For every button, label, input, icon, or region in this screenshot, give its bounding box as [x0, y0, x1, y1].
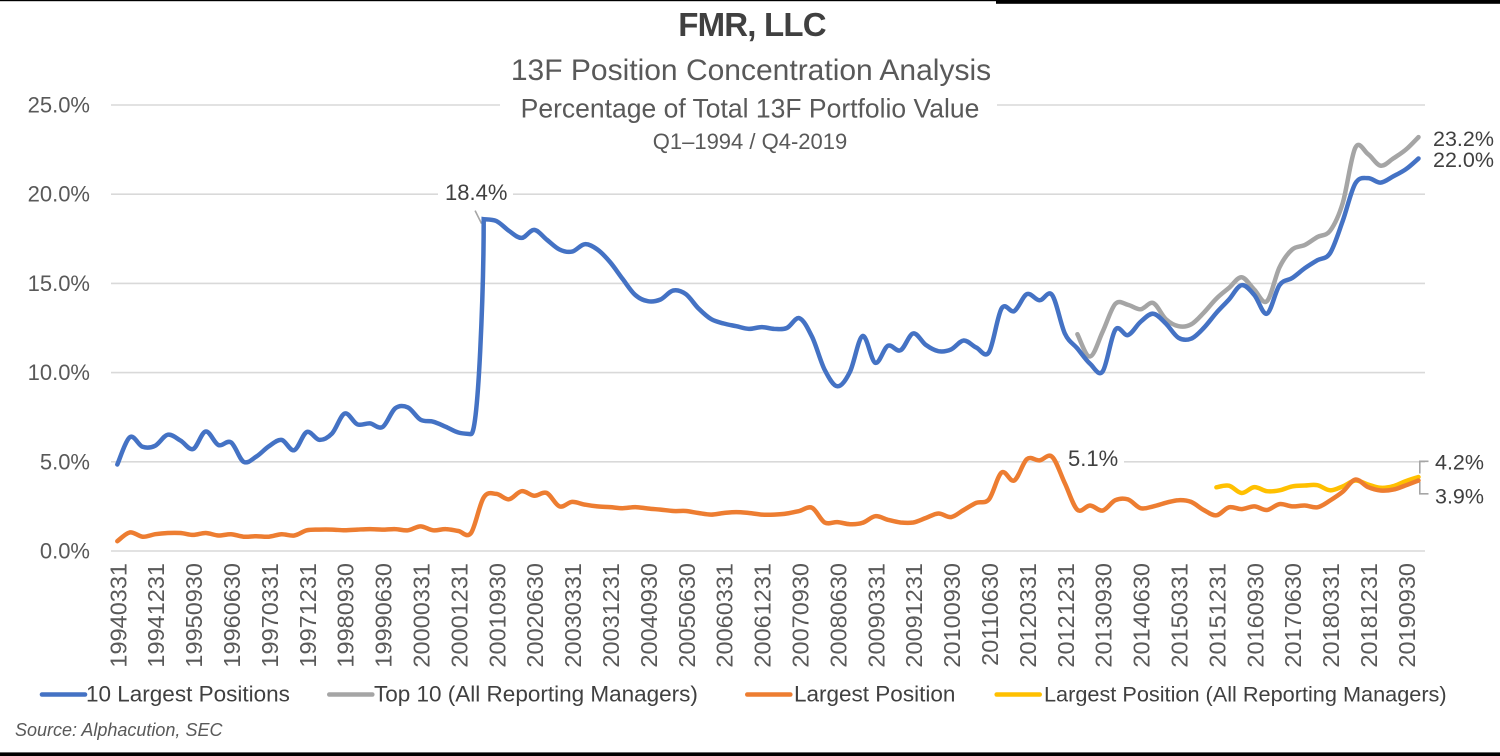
svg-text:20170630: 20170630 [1280, 563, 1306, 668]
svg-text:20110630: 20110630 [977, 563, 1003, 666]
svg-text:20040930: 20040930 [636, 563, 662, 668]
svg-text:19960630: 19960630 [219, 563, 245, 668]
svg-text:Q1–1994 / Q4-2019: Q1–1994 / Q4-2019 [653, 129, 847, 154]
svg-text:20020630: 20020630 [522, 563, 548, 668]
svg-text:20070930: 20070930 [788, 563, 814, 668]
svg-text:20091231: 20091231 [901, 563, 927, 668]
svg-text:20181231: 20181231 [1356, 563, 1382, 668]
svg-text:Top 10 (All Reporting Managers: Top 10 (All Reporting Managers) [374, 682, 698, 707]
svg-text:20031231: 20031231 [598, 563, 624, 668]
svg-text:19970331: 19970331 [257, 563, 283, 668]
svg-text:5.1%: 5.1% [1068, 446, 1118, 471]
svg-text:3.9%: 3.9% [1435, 485, 1484, 509]
svg-text:20061231: 20061231 [750, 563, 776, 668]
svg-text:19941231: 19941231 [143, 563, 169, 668]
svg-text:Largest Position: Largest Position [794, 682, 955, 707]
svg-text:22.0%: 22.0% [1433, 148, 1494, 172]
svg-text:20150331: 20150331 [1167, 563, 1193, 668]
svg-text:20060331: 20060331 [712, 563, 738, 668]
svg-text:19971231: 19971231 [295, 563, 321, 668]
svg-text:4.2%: 4.2% [1435, 451, 1484, 475]
svg-text:20130930: 20130930 [1091, 563, 1117, 668]
svg-text:20.0%: 20.0% [28, 182, 90, 207]
svg-text:20001231: 20001231 [446, 563, 472, 668]
svg-text:20160930: 20160930 [1242, 563, 1268, 668]
svg-text:20090331: 20090331 [863, 563, 889, 668]
svg-text:19990630: 19990630 [371, 563, 397, 668]
svg-text:20120331: 20120331 [1015, 563, 1041, 668]
svg-text:25.0%: 25.0% [28, 93, 90, 118]
svg-text:23.2%: 23.2% [1433, 127, 1494, 151]
svg-text:15.0%: 15.0% [28, 271, 90, 296]
svg-text:5.0%: 5.0% [40, 449, 90, 474]
svg-text:20000331: 20000331 [409, 563, 435, 668]
svg-text:FMR, LLC: FMR, LLC [678, 6, 826, 43]
svg-text:20151231: 20151231 [1204, 563, 1230, 668]
svg-text:20050630: 20050630 [674, 563, 700, 668]
svg-text:Percentage of Total 13F Portfo: Percentage of Total 13F Portfolio Value [521, 94, 980, 124]
svg-text:Largest Position (All Reportin: Largest Position (All Reporting Managers… [1044, 682, 1447, 707]
svg-text:20080630: 20080630 [825, 563, 851, 668]
svg-text:20010930: 20010930 [484, 563, 510, 668]
svg-text:20140630: 20140630 [1129, 563, 1155, 668]
svg-text:19950930: 19950930 [181, 563, 207, 668]
svg-text:20190930: 20190930 [1394, 563, 1420, 668]
svg-text:0.0%: 0.0% [40, 539, 90, 564]
svg-text:20121231: 20121231 [1053, 563, 1079, 668]
svg-text:20180331: 20180331 [1318, 563, 1344, 668]
svg-text:10.0%: 10.0% [28, 360, 90, 385]
svg-text:19980930: 19980930 [333, 563, 359, 668]
svg-text:20100930: 20100930 [939, 563, 965, 668]
svg-text:Source: Alphacution, SEC: Source: Alphacution, SEC [15, 720, 223, 740]
svg-text:18.4%: 18.4% [445, 180, 507, 205]
svg-text:20030331: 20030331 [560, 563, 586, 668]
svg-text:10 Largest Positions: 10 Largest Positions [86, 682, 290, 707]
svg-text:13F Position Concentration Ana: 13F Position Concentration Analysis [511, 54, 991, 87]
svg-text:19940331: 19940331 [105, 563, 131, 668]
